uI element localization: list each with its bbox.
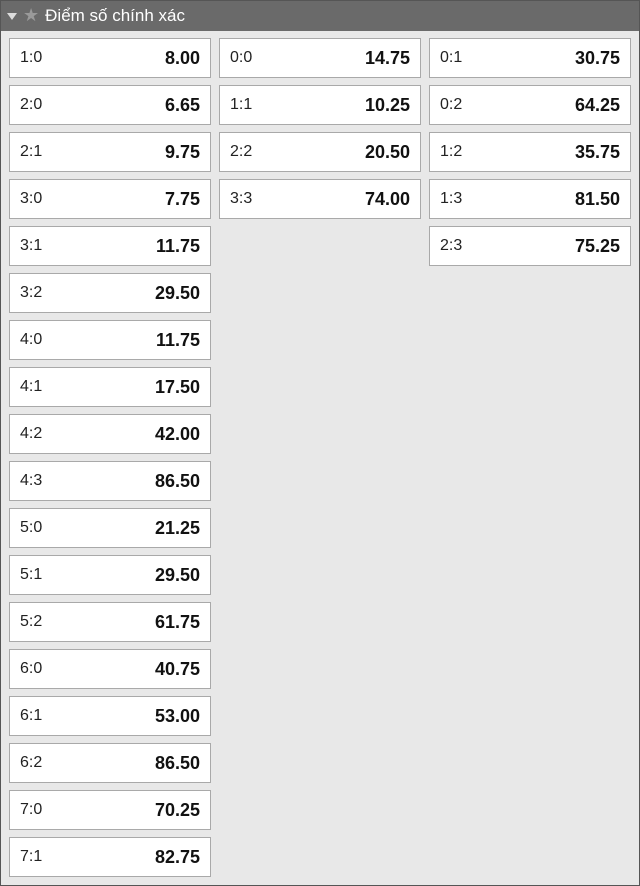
panel-title: Điểm số chính xác xyxy=(45,6,185,26)
odds-column-0: 1:0 8.00 2:0 6.65 2:1 9.75 3:0 7.75 3:1 11.75 3:2 2… xyxy=(9,38,211,877)
odds-column-2: 0:1 30.75 0:2 64.25 1:2 35.75 1:3 81.50 2:3 75.25 xyxy=(429,38,631,266)
odd-value: 7.75 xyxy=(165,189,200,210)
score-label: 4:0 xyxy=(20,331,42,349)
correct-score-panel: ★ Điểm số chính xác 1:0 8.00 2:0 6.65 2:1 9.7… xyxy=(0,0,640,886)
score-label: 1:0 xyxy=(20,49,42,67)
odds-cell[interactable]: 1:2 35.75 xyxy=(429,132,631,172)
odd-value: 64.25 xyxy=(575,95,620,116)
odd-value: 86.50 xyxy=(155,753,200,774)
score-label: 5:2 xyxy=(20,613,42,631)
score-label: 3:0 xyxy=(20,190,42,208)
odds-cell[interactable]: 0:0 14.75 xyxy=(219,38,421,78)
odds-cell[interactable]: 2:1 9.75 xyxy=(9,132,211,172)
odds-cell[interactable]: 5:2 61.75 xyxy=(9,602,211,642)
odd-value: 82.75 xyxy=(155,847,200,868)
odd-value: 42.00 xyxy=(155,424,200,445)
score-label: 3:1 xyxy=(20,237,42,255)
odd-value: 61.75 xyxy=(155,612,200,633)
panel-body: 1:0 8.00 2:0 6.65 2:1 9.75 3:0 7.75 3:1 11.75 3:2 2… xyxy=(1,31,639,885)
odds-cell[interactable]: 4:2 42.00 xyxy=(9,414,211,454)
score-label: 2:3 xyxy=(440,237,462,255)
odds-cell[interactable]: 2:3 75.25 xyxy=(429,226,631,266)
odds-cell[interactable]: 4:3 86.50 xyxy=(9,461,211,501)
score-label: 7:1 xyxy=(20,848,42,866)
odd-value: 21.25 xyxy=(155,518,200,539)
odds-cell[interactable]: 3:1 11.75 xyxy=(9,226,211,266)
odd-value: 70.25 xyxy=(155,800,200,821)
score-label: 1:2 xyxy=(440,143,462,161)
odd-value: 10.25 xyxy=(365,95,410,116)
odds-cell[interactable]: 7:0 70.25 xyxy=(9,790,211,830)
score-label: 7:0 xyxy=(20,801,42,819)
odd-value: 6.65 xyxy=(165,95,200,116)
score-label: 4:1 xyxy=(20,378,42,396)
odds-cell[interactable]: 7:1 82.75 xyxy=(9,837,211,877)
odds-cell[interactable]: 4:1 17.50 xyxy=(9,367,211,407)
score-label: 4:3 xyxy=(20,472,42,490)
odds-cell[interactable]: 3:3 74.00 xyxy=(219,179,421,219)
odd-value: 14.75 xyxy=(365,48,410,69)
odds-cell[interactable]: 5:0 21.25 xyxy=(9,508,211,548)
odd-value: 20.50 xyxy=(365,142,410,163)
odds-cell[interactable]: 0:1 30.75 xyxy=(429,38,631,78)
panel-header[interactable]: ★ Điểm số chính xác xyxy=(1,1,639,31)
odd-value: 30.75 xyxy=(575,48,620,69)
score-label: 1:3 xyxy=(440,190,462,208)
odds-cell[interactable]: 4:0 11.75 xyxy=(9,320,211,360)
odd-value: 53.00 xyxy=(155,706,200,727)
odds-cell[interactable]: 2:2 20.50 xyxy=(219,132,421,172)
odds-cell[interactable]: 6:0 40.75 xyxy=(9,649,211,689)
odd-value: 40.75 xyxy=(155,659,200,680)
odd-value: 11.75 xyxy=(156,236,200,257)
score-label: 5:0 xyxy=(20,519,42,537)
star-icon[interactable]: ★ xyxy=(23,6,39,24)
score-label: 0:1 xyxy=(440,49,462,67)
score-label: 2:2 xyxy=(230,143,252,161)
odds-cell[interactable]: 3:0 7.75 xyxy=(9,179,211,219)
chevron-down-icon xyxy=(7,13,17,20)
odd-value: 17.50 xyxy=(155,377,200,398)
score-label: 0:2 xyxy=(440,96,462,114)
odds-cell[interactable]: 2:0 6.65 xyxy=(9,85,211,125)
odd-value: 86.50 xyxy=(155,471,200,492)
score-label: 3:3 xyxy=(230,190,252,208)
odd-value: 29.50 xyxy=(155,283,200,304)
score-label: 5:1 xyxy=(20,566,42,584)
odds-cell[interactable]: 1:1 10.25 xyxy=(219,85,421,125)
score-label: 1:1 xyxy=(230,96,252,114)
score-label: 6:2 xyxy=(20,754,42,772)
odd-value: 74.00 xyxy=(365,189,410,210)
odd-value: 8.00 xyxy=(165,48,200,69)
score-label: 6:1 xyxy=(20,707,42,725)
odds-cell[interactable]: 1:3 81.50 xyxy=(429,179,631,219)
odd-value: 9.75 xyxy=(165,142,200,163)
odds-column-1: 0:0 14.75 1:1 10.25 2:2 20.50 3:3 74.00 xyxy=(219,38,421,219)
score-label: 6:0 xyxy=(20,660,42,678)
odds-cell[interactable]: 6:1 53.00 xyxy=(9,696,211,736)
odd-value: 35.75 xyxy=(575,142,620,163)
odd-value: 75.25 xyxy=(575,236,620,257)
odds-cell[interactable]: 3:2 29.50 xyxy=(9,273,211,313)
odd-value: 11.75 xyxy=(156,330,200,351)
odds-cell[interactable]: 1:0 8.00 xyxy=(9,38,211,78)
score-label: 3:2 xyxy=(20,284,42,302)
score-label: 2:1 xyxy=(20,143,42,161)
score-label: 0:0 xyxy=(230,49,252,67)
odds-cell[interactable]: 6:2 86.50 xyxy=(9,743,211,783)
odd-value: 29.50 xyxy=(155,565,200,586)
score-label: 2:0 xyxy=(20,96,42,114)
odd-value: 81.50 xyxy=(575,189,620,210)
odds-cell[interactable]: 0:2 64.25 xyxy=(429,85,631,125)
score-label: 4:2 xyxy=(20,425,42,443)
odds-cell[interactable]: 5:1 29.50 xyxy=(9,555,211,595)
